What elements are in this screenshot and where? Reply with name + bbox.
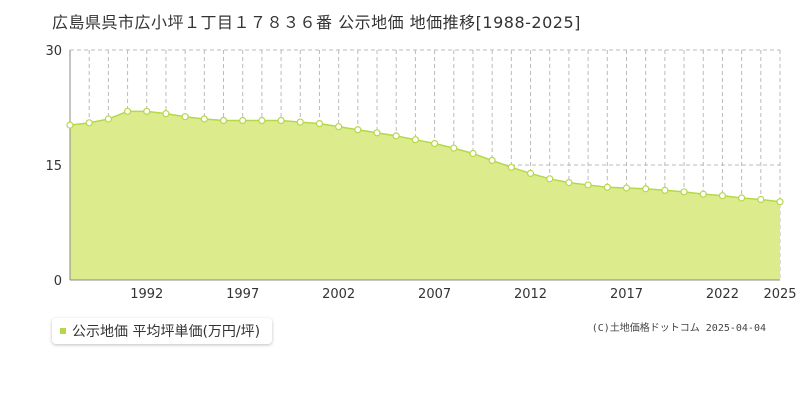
data-point	[104, 115, 112, 123]
data-point	[430, 139, 439, 148]
data-point	[219, 116, 228, 125]
copyright: (C)土地価格ドットコム 2025-04-04	[591, 323, 766, 334]
data-point	[757, 195, 765, 204]
data-point	[392, 132, 400, 140]
data-point	[277, 116, 285, 125]
data-point	[315, 119, 324, 128]
data-point	[565, 179, 573, 187]
data-point	[584, 181, 592, 189]
axes	[69, 50, 780, 281]
data-point	[469, 149, 477, 158]
data-point	[296, 118, 304, 126]
tick-labels: 0 15 30 1992 1997 2002 2007 2012 2017 2022 2025	[45, 44, 796, 302]
data-point	[642, 185, 650, 193]
legend: 公示地価 平均坪単価(万円/坪)	[52, 318, 273, 344]
data-point	[488, 156, 496, 164]
chart-title: 広島県呉市広小坪１丁目１７８３６番 公示地価 地価推移[1988-2025]	[52, 13, 581, 32]
data-point	[661, 186, 669, 194]
x-tick-label: 1992	[130, 287, 163, 302]
data-point	[622, 184, 631, 192]
x-tick-label: 2025	[763, 287, 796, 302]
data-points	[66, 107, 784, 206]
data-point	[200, 115, 208, 123]
data-point	[718, 192, 727, 200]
data-point	[411, 136, 420, 144]
area-layer	[69, 110, 781, 280]
data-point	[450, 144, 458, 152]
data-point	[143, 107, 151, 115]
data-point	[546, 175, 554, 183]
x-tick-label: 2012	[514, 287, 547, 302]
x-tick-label: 2017	[610, 287, 643, 302]
area-fill	[70, 111, 780, 280]
data-point	[354, 126, 362, 134]
data-point	[162, 110, 170, 118]
data-point	[85, 119, 93, 127]
x-tick-label: 2007	[418, 287, 451, 302]
x-tick-label: 1997	[226, 287, 259, 302]
data-point	[776, 198, 784, 206]
data-point	[239, 116, 247, 125]
data-point	[738, 194, 746, 202]
data-point	[507, 163, 515, 171]
data-point	[603, 183, 611, 191]
x-tick-label: 2002	[322, 287, 355, 302]
data-point	[258, 116, 266, 125]
data-point	[66, 121, 74, 129]
data-point	[123, 107, 132, 115]
data-point	[373, 129, 381, 137]
data-point	[526, 169, 535, 178]
y-tick-label: 30	[45, 44, 62, 59]
data-point	[680, 188, 688, 196]
y-tick-label: 0	[54, 274, 62, 289]
legend-swatch	[60, 328, 66, 334]
x-tick-label: 2022	[706, 287, 739, 302]
data-point	[335, 123, 343, 131]
data-point	[181, 113, 189, 121]
data-point	[699, 190, 707, 198]
y-tick-label: 15	[45, 159, 62, 174]
legend-label: 公示地価 平均坪単価(万円/坪)	[72, 324, 261, 340]
